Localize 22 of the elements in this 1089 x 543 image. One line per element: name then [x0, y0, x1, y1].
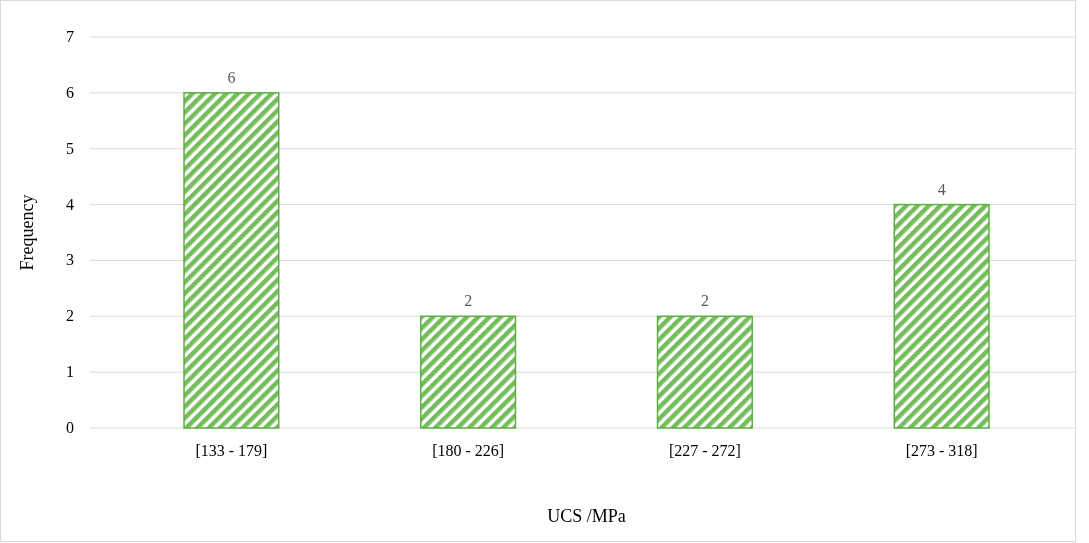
y-tick-label: 3 [66, 251, 74, 269]
y-tick-label: 4 [66, 195, 74, 213]
bar [420, 315, 517, 429]
y-tick-label: 7 [66, 28, 74, 45]
x-tick-label: [133 - 179] [195, 442, 268, 459]
y-tick-label: 6 [66, 83, 74, 101]
data-label: 6 [227, 68, 236, 86]
bar [893, 203, 990, 429]
y-tick-label: 0 [66, 419, 74, 436]
data-label: 4 [937, 180, 946, 198]
bar [656, 315, 753, 429]
x-axis-title: UCS /MPa [547, 506, 626, 526]
x-tick-label: [180 - 226] [432, 442, 505, 459]
y-axis-title: Frequency [17, 194, 37, 271]
y-tick-label: 5 [66, 139, 74, 157]
data-label: 2 [700, 292, 709, 310]
bar [183, 92, 280, 429]
y-tick-label: 2 [66, 307, 74, 325]
x-tick-label: [273 - 318] [905, 442, 978, 459]
y-tick-label: 1 [66, 363, 74, 381]
x-tick-label: [227 - 272] [668, 442, 741, 459]
data-label: 2 [464, 292, 473, 310]
